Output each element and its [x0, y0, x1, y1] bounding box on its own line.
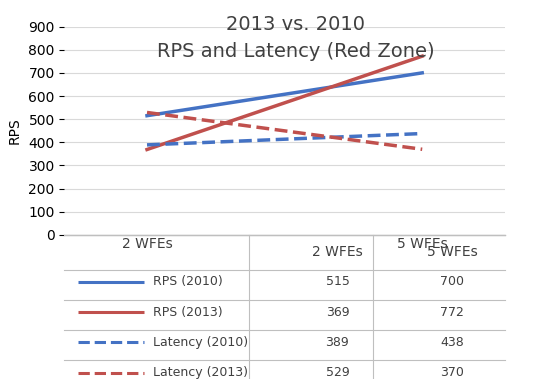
Text: RPS (2013): RPS (2013): [153, 305, 222, 318]
Text: 515: 515: [325, 275, 350, 288]
Text: 2 WFEs: 2 WFEs: [312, 245, 363, 259]
Y-axis label: RPS: RPS: [8, 117, 21, 144]
Text: Latency (2013): Latency (2013): [153, 366, 248, 379]
Text: 700: 700: [440, 275, 464, 288]
Text: RPS and Latency (Red Zone): RPS and Latency (Red Zone): [157, 42, 434, 61]
Text: 772: 772: [440, 305, 464, 318]
Text: 5 WFEs: 5 WFEs: [397, 237, 448, 251]
Text: 369: 369: [325, 305, 349, 318]
Text: 389: 389: [325, 336, 350, 349]
Text: Latency (2010): Latency (2010): [153, 336, 248, 349]
Text: 2 WFEs: 2 WFEs: [121, 237, 172, 251]
Text: 438: 438: [440, 336, 464, 349]
Text: RPS (2010): RPS (2010): [153, 275, 222, 288]
Text: 2013 vs. 2010: 2013 vs. 2010: [226, 15, 365, 34]
Text: 529: 529: [325, 366, 350, 379]
Text: 370: 370: [440, 366, 464, 379]
Text: 5 WFEs: 5 WFEs: [426, 245, 477, 259]
